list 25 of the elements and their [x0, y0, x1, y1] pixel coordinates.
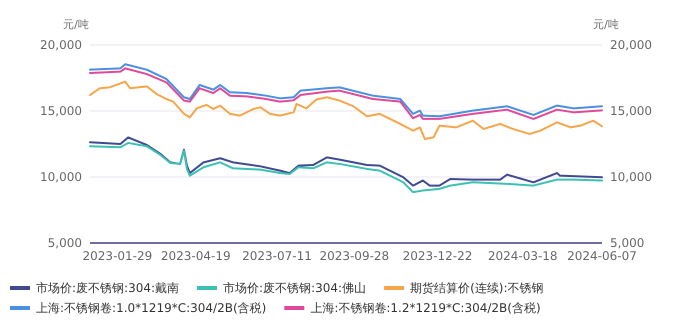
y-tick-label: 20,000: [40, 38, 82, 52]
x-tick-label: 2024-03-18: [488, 249, 558, 263]
y-tick-label: 10,000: [40, 170, 82, 184]
legend-label: 市场价:废不锈钢:304:佛山: [223, 281, 366, 295]
legend-label: 上海:不锈钢卷:1.0*1219*C:304/2B(含税): [36, 301, 266, 315]
x-tick-label: 2023-12-22: [402, 249, 472, 263]
y-tick-label: 15,000: [40, 104, 82, 118]
x-tick-label: 2023-04-19: [160, 249, 231, 263]
x-tick-label: 2024-06-07: [567, 249, 637, 263]
y2-tick-label: 10,000: [610, 170, 652, 184]
x-tick-label: 2023-09-28: [319, 249, 390, 263]
legend-label: 期货结算价(连续):不锈钢: [410, 281, 544, 295]
x-tick-label: 2023-01-29: [82, 249, 152, 263]
y-tick-label: 5,000: [48, 236, 82, 250]
line-series: [89, 142, 603, 194]
legend-label: 上海:不锈钢卷:1.2*1219*C:304/2B(含税): [310, 301, 541, 315]
y2-tick-label: 20,000: [610, 38, 652, 52]
line-series: [89, 80, 603, 140]
y-axis-title: 元/吨: [63, 18, 89, 31]
y2-axis-title: 元/吨: [593, 18, 619, 31]
x-tick-label: 2023-07-11: [242, 249, 312, 263]
y2-tick-label: 5,000: [610, 236, 644, 250]
line-series: [89, 136, 603, 187]
y2-tick-label: 15,000: [610, 104, 652, 118]
legend-label: 市场价:废不锈钢:304:戴南: [36, 281, 180, 295]
